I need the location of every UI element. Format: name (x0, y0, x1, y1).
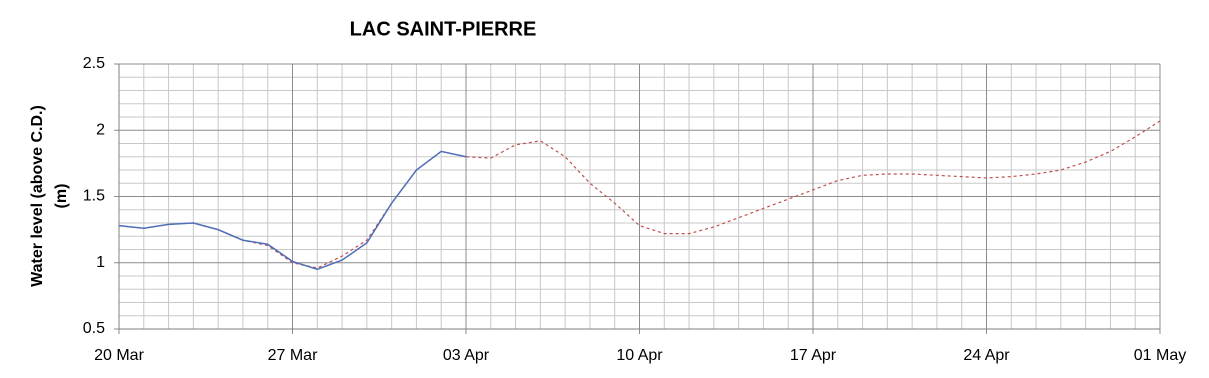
x-tick-label: 10 Apr (616, 347, 663, 364)
chart-title: LAC SAINT-PIERRE (350, 18, 537, 40)
x-tick-label: 03 Apr (443, 347, 490, 364)
y-axis-label: (m) (53, 184, 70, 209)
x-tick-label: 20 Mar (94, 347, 144, 364)
x-tick-label: 27 Mar (268, 347, 318, 364)
series-line (118, 150, 467, 271)
y-axis-label: Water level (above C.D.) (29, 105, 46, 287)
y-tick-label: 1 (96, 254, 105, 271)
x-tick-label: 01 May (1134, 347, 1186, 364)
x-tick-label: 24 Apr (963, 347, 1010, 364)
x-tick-label: 17 Apr (790, 347, 837, 364)
series-line (118, 120, 1161, 269)
y-tick-label: 1.5 (83, 188, 105, 205)
y-tick-label: 2.5 (83, 55, 105, 72)
y-tick-label: 0.5 (83, 320, 105, 337)
y-tick-label: 2 (96, 121, 105, 138)
